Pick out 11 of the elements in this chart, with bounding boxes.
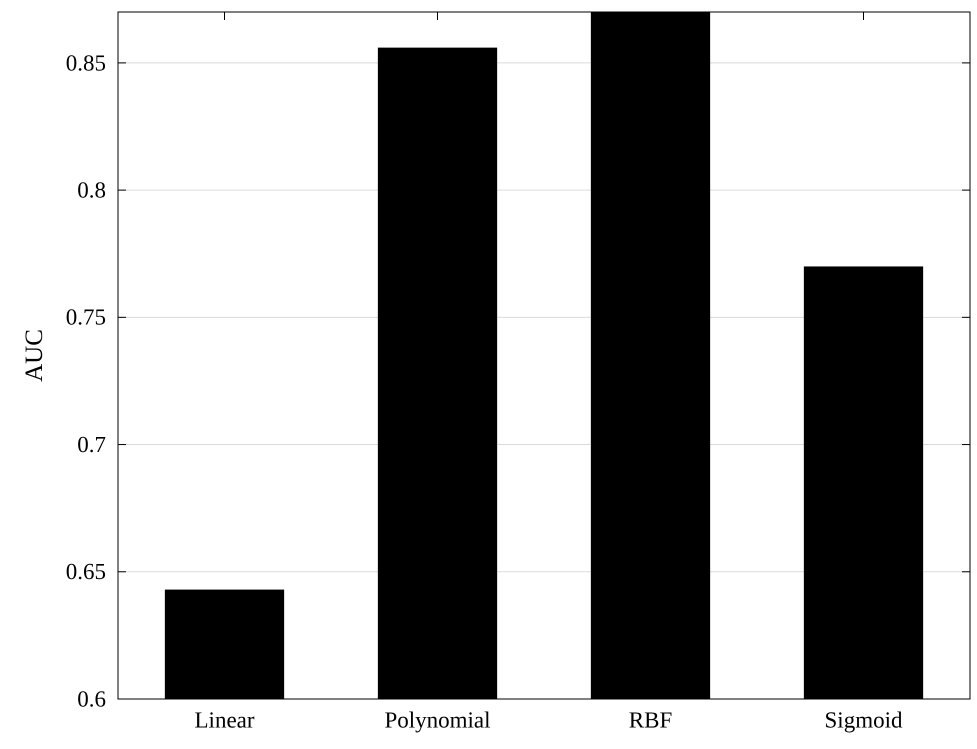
y-tick-label: 0.8 — [77, 177, 106, 202]
y-tick-label: 0.6 — [77, 686, 106, 712]
y-tick-label: 0.75 — [66, 304, 106, 330]
y-tick-label: 0.65 — [66, 559, 106, 584]
x-tick-label: Sigmoid — [824, 707, 903, 732]
y-axis-title: AUC — [21, 329, 48, 382]
y-tick-label: 0.85 — [66, 50, 106, 76]
x-tick-label: RBF — [628, 707, 672, 732]
y-tick-label: 0.7 — [77, 432, 106, 457]
x-tick-label: Polynomial — [384, 707, 491, 732]
x-tick-label: Linear — [194, 707, 255, 732]
